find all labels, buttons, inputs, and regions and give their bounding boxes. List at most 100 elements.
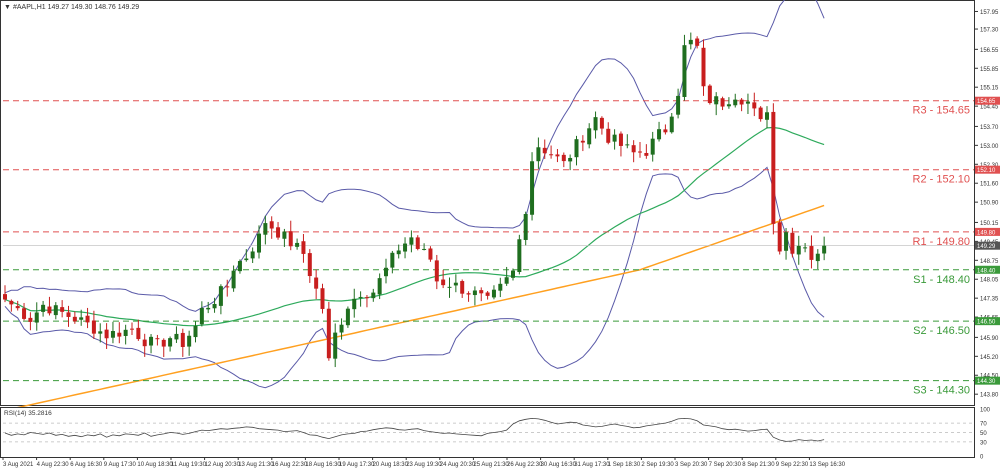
- candle: [472, 286, 477, 306]
- candle-body: [345, 308, 350, 326]
- level-price-tag-text: 154.65: [977, 99, 996, 105]
- time-tick-label: 19 Aug 17:30: [339, 462, 375, 468]
- candle-body: [815, 253, 820, 262]
- candle-body: [790, 232, 795, 254]
- candle: [644, 144, 649, 159]
- price-tick-label: 145.90: [980, 336, 999, 342]
- candle-body: [631, 145, 636, 153]
- candle-body: [441, 279, 446, 286]
- time-tick-label: 4 Aug 22:30: [37, 462, 70, 468]
- rsi-axis: 100 70 50 30 0: [980, 408, 991, 461]
- price-tick-label: 143.80: [980, 393, 999, 399]
- candle-body: [91, 320, 96, 334]
- candle-body: [676, 95, 681, 115]
- candle-body: [511, 270, 515, 278]
- candle: [714, 92, 719, 116]
- candle-body: [663, 129, 668, 133]
- candle-body: [796, 245, 801, 255]
- candle-body: [72, 316, 77, 322]
- candle: [358, 291, 363, 307]
- candle: [790, 227, 795, 258]
- candle-body: [542, 147, 547, 154]
- candle: [41, 300, 46, 317]
- candle: [784, 228, 789, 260]
- candle: [479, 287, 484, 302]
- candle-body: [206, 307, 211, 310]
- candle: [822, 236, 827, 261]
- candle-body: [307, 253, 312, 277]
- candle: [3, 285, 7, 303]
- candle-body: [644, 153, 649, 156]
- candle-body: [168, 338, 173, 347]
- price-tick-label: 150.15: [980, 221, 999, 227]
- candle: [561, 152, 566, 168]
- candle-body: [504, 277, 509, 284]
- candle-body: [479, 290, 484, 294]
- candle: [663, 124, 668, 135]
- level-labels: R3 - 154.65 R2 - 152.10 R1 - 149.80 S1 - 14…: [913, 105, 970, 397]
- level-price-tag-text: 148.40: [977, 268, 996, 274]
- candle: [498, 277, 503, 298]
- price-tick-label: 153.00: [980, 144, 999, 150]
- candle: [104, 323, 109, 349]
- candle: [530, 152, 535, 221]
- time-tick-label: 9 Sep 22:30: [776, 462, 809, 468]
- price-tick-label: 147.35: [980, 297, 999, 303]
- level-label: R1 - 149.80: [913, 236, 970, 248]
- candle-body: [282, 231, 287, 239]
- candle-body: [339, 324, 344, 333]
- candle: [98, 323, 103, 343]
- candle: [60, 300, 65, 318]
- candle: [587, 123, 592, 149]
- price-tick-label: 145.20: [980, 355, 999, 361]
- candle-body: [269, 221, 274, 229]
- candle-body: [403, 243, 408, 252]
- candle: [123, 324, 128, 345]
- candle: [15, 300, 20, 311]
- level-price-tag-text: 149.80: [977, 230, 996, 236]
- price-tick-label: 148.75: [980, 259, 999, 265]
- candle-body: [517, 239, 522, 273]
- candle: [631, 140, 636, 163]
- candle-body: [415, 237, 420, 249]
- candle: [669, 113, 674, 134]
- rsi-tick-label: 0: [980, 455, 984, 461]
- candle-body: [155, 338, 160, 340]
- candle: [403, 237, 408, 259]
- price-tick-label: 153.70: [980, 125, 999, 131]
- rsi-tick-label: 30: [980, 440, 987, 446]
- candle: [771, 103, 776, 235]
- candle: [460, 279, 465, 298]
- candle-body: [555, 154, 560, 157]
- time-tick-label: 16 Aug 22:30: [272, 462, 308, 468]
- candle-body: [530, 161, 535, 215]
- candle-body: [218, 286, 223, 306]
- candle: [815, 249, 820, 270]
- candle: [276, 222, 281, 240]
- rsi-panel: [0, 407, 975, 458]
- candle: [333, 323, 338, 368]
- candle: [453, 274, 458, 293]
- candle: [752, 92, 757, 117]
- candle-body: [352, 298, 357, 310]
- time-tick-label: 18 Aug 16:30: [305, 462, 341, 468]
- time-tick-label: 30 Aug 16:30: [541, 462, 577, 468]
- level-label: S1 - 148.40: [913, 274, 970, 286]
- candle-body: [498, 283, 503, 291]
- candle-body: [47, 306, 52, 314]
- candle: [568, 154, 573, 171]
- candle-body: [434, 260, 439, 282]
- candle-body: [142, 339, 147, 347]
- candle-body: [606, 128, 611, 143]
- candle: [66, 305, 71, 327]
- time-tick-label: 13 Sep 16:30: [809, 462, 845, 468]
- candle: [79, 309, 84, 326]
- candle-body: [85, 315, 90, 323]
- candle: [345, 306, 350, 328]
- candle: [511, 268, 515, 281]
- candle: [549, 145, 554, 159]
- candle-body: [549, 154, 554, 156]
- candle: [745, 93, 750, 114]
- candle-body: [580, 140, 585, 143]
